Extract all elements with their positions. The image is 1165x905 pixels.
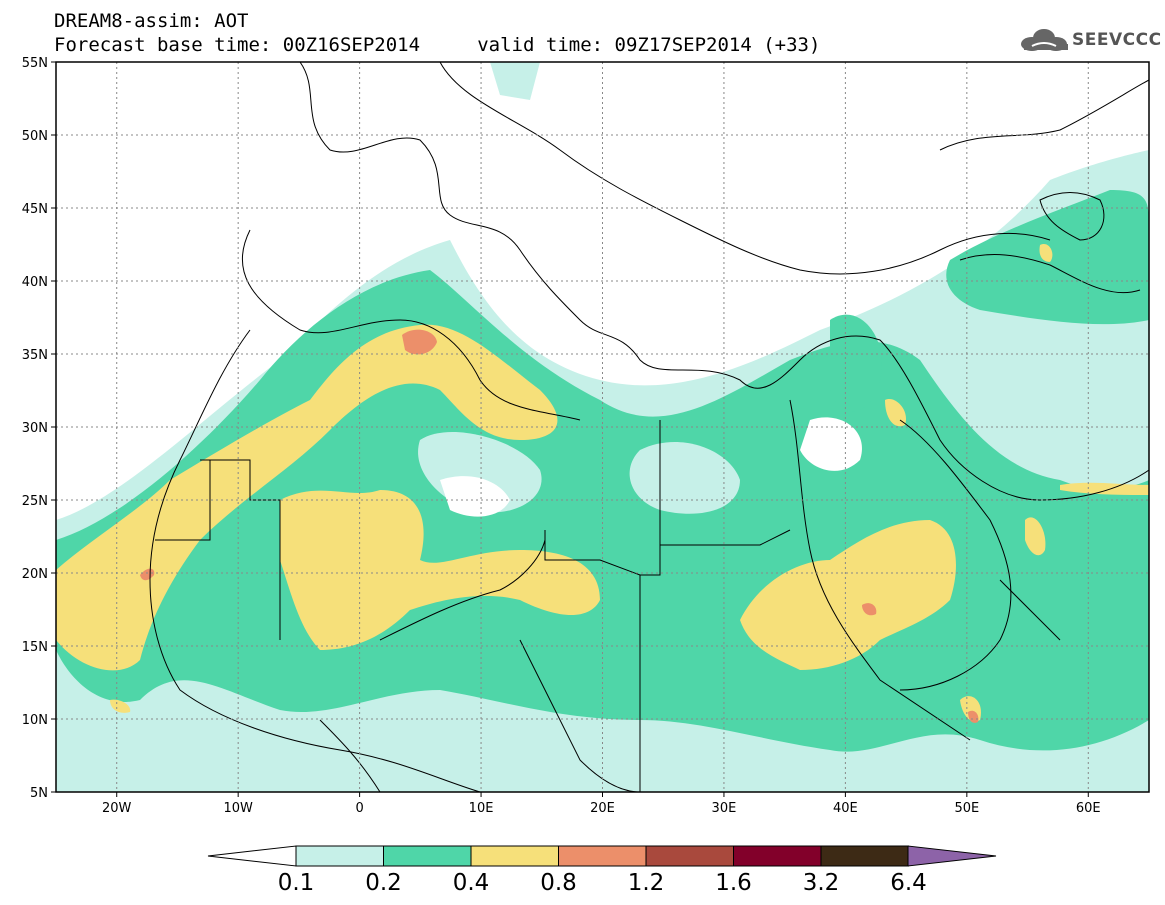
lon-tick-label: 60E xyxy=(1076,801,1101,816)
lon-tick-label: 30E xyxy=(712,801,737,816)
colorbar-label: 1.6 xyxy=(715,870,752,896)
lon-tick-label: 20W xyxy=(102,801,132,816)
lon-tick-label: 10W xyxy=(223,801,253,816)
map-title: DREAM8-assim: AOT xyxy=(54,10,249,32)
colorbar-label: 1.2 xyxy=(627,870,665,896)
colorbar-low-triangle xyxy=(207,845,297,867)
aot-contour-below-0-1 xyxy=(440,417,862,517)
lat-tick-label: 25N xyxy=(22,494,48,509)
lat-tick-label: 50N xyxy=(22,129,48,144)
lat-tick-label: 15N xyxy=(22,640,48,655)
lon-tick-label: 0 xyxy=(355,801,363,816)
lon-tick-label: 20E xyxy=(590,801,615,816)
lat-tick-label: 20N xyxy=(22,567,48,582)
lon-tick-label: 10E xyxy=(469,801,494,816)
lat-tick-label: 55N xyxy=(22,56,48,71)
colorbar-label: 0.2 xyxy=(365,870,402,896)
lat-tick-label: 10N xyxy=(22,713,48,728)
colorbar-label: 0.4 xyxy=(452,870,490,896)
lat-tick-label: 35N xyxy=(22,348,48,363)
logo-text: SEEVCCC xyxy=(1072,30,1162,50)
colorbar-swatch xyxy=(733,845,822,867)
colorbar-swatch xyxy=(558,845,647,867)
graticule xyxy=(56,62,1149,792)
colorbar-high-triangle xyxy=(907,845,997,867)
lon-tick-label: 50E xyxy=(954,801,979,816)
colorbar-swatch xyxy=(295,845,384,867)
lat-tick-label: 40N xyxy=(22,275,48,290)
colorbar-label: 0.8 xyxy=(540,870,577,896)
colorbar-label: 0.1 xyxy=(277,870,315,896)
colorbar-swatch xyxy=(383,845,472,867)
colorbar-label: 6.4 xyxy=(890,870,927,896)
lat-tick-label: 45N xyxy=(22,202,48,217)
axis-ticks: 55N 50N 45N 40N 35N 30N 25N 20N 15N 10N 5N 20W 10W 0 1… xyxy=(22,56,1101,816)
cloud-icon xyxy=(1021,29,1068,51)
colorbar xyxy=(207,845,997,867)
forecast-time-info: Forecast base time: 00Z16SEP2014 valid t… xyxy=(54,34,821,56)
colorbar-swatch xyxy=(470,845,559,867)
colorbar-label: 3.2 xyxy=(802,870,840,896)
aot-contour-0-8 xyxy=(140,329,979,723)
colorbar-swatch xyxy=(645,845,734,867)
lon-tick-label: 40E xyxy=(833,801,858,816)
coastlines xyxy=(149,62,1149,792)
colorbar-swatch xyxy=(820,845,909,867)
aot-contour-0-4 xyxy=(56,243,1149,722)
lat-tick-label: 5N xyxy=(30,786,48,801)
lat-tick-label: 30N xyxy=(22,421,48,436)
